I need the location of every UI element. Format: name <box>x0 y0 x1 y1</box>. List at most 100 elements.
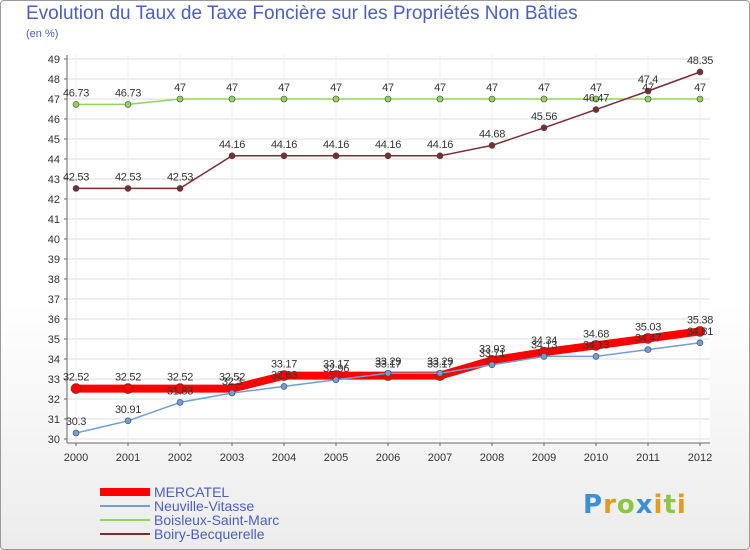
data-label-boiry: 45.56 <box>531 111 557 123</box>
legend-label: Neuville-Vitasse <box>154 498 255 514</box>
data-label-mercatel: 33.17 <box>323 359 349 371</box>
logo-letter: o <box>616 490 636 520</box>
data-label-neuville: 34.13 <box>531 339 557 351</box>
data-label-boisleux: 47 <box>174 82 186 94</box>
data-point-neuville <box>540 353 548 360</box>
data-label-boisleux: 47 <box>486 82 498 94</box>
data-label-neuville: 33.71 <box>479 348 505 360</box>
legend-swatch-neuville <box>100 505 150 507</box>
data-label-mercatel: 32.52 <box>167 372 193 384</box>
data-point-mercatel <box>694 326 706 337</box>
data-label-boisleux: 47 <box>226 82 238 94</box>
data-label-neuville: 30.3 <box>66 416 86 428</box>
data-label-boiry: 44.68 <box>479 128 505 140</box>
data-point-boisleux <box>488 95 496 103</box>
data-label-neuville: 32.96 <box>323 363 349 375</box>
data-label-mercatel: 35.03 <box>635 321 661 333</box>
data-label-neuville: 32.63 <box>271 369 297 381</box>
data-point-mercatel <box>642 333 654 344</box>
data-label-boiry: 44.16 <box>375 139 401 151</box>
data-label-boiry: 44.16 <box>219 139 245 151</box>
legend-label: MERCATEL <box>154 484 230 500</box>
data-label-boisleux: 46.73 <box>63 87 89 99</box>
data-point-neuville <box>124 417 132 425</box>
data-label-boiry: 42.53 <box>167 171 193 183</box>
y-tick-label: 34 <box>48 354 60 366</box>
chart-title: Evolution du Taux de Taxe Foncière sur l… <box>26 3 578 24</box>
data-point-boisleux <box>332 95 340 103</box>
data-point-mercatel <box>70 383 82 394</box>
logo-letter: P <box>583 490 604 520</box>
data-label-neuville: 34.47 <box>635 333 661 345</box>
data-label-mercatel: 34.34 <box>531 335 557 347</box>
y-tick-label: 46 <box>48 114 60 126</box>
data-point-boisleux <box>436 95 444 103</box>
data-label-neuville: 31.83 <box>167 385 193 397</box>
data-point-neuville <box>592 353 600 360</box>
data-label-neuville: 33.29 <box>427 356 453 368</box>
data-point-boiry <box>696 68 704 76</box>
x-tick-label: 2009 <box>532 452 556 464</box>
data-point-boiry <box>124 185 132 192</box>
data-point-boiry <box>280 152 288 160</box>
data-label-boisleux: 47 <box>590 82 602 94</box>
y-tick-label: 42 <box>48 194 60 206</box>
data-point-neuville <box>280 383 288 390</box>
data-label-boiry: 44.16 <box>427 139 453 151</box>
data-point-boisleux <box>644 95 652 103</box>
data-point-mercatel <box>174 383 186 394</box>
proxiti-logo: Proxiti <box>583 490 687 520</box>
data-label-neuville: 34.81 <box>687 326 713 338</box>
x-tick-label: 2004 <box>272 452 296 464</box>
data-label-mercatel: 33.93 <box>479 343 505 355</box>
data-label-mercatel: 33.17 <box>375 359 401 371</box>
y-tick-label: 31 <box>48 414 60 426</box>
chart-subtitle: (en %) <box>26 28 59 40</box>
legend-label: Boiry-Becquerelle <box>154 526 265 542</box>
logo-letter: i <box>676 490 687 520</box>
data-label-boiry: 44.16 <box>323 139 349 151</box>
data-point-mercatel <box>590 340 602 351</box>
x-tick-label: 2001 <box>116 452 140 464</box>
x-tick-label: 2012 <box>688 452 712 464</box>
data-label-boisleux: 47 <box>278 82 290 94</box>
data-label-mercatel: 32.52 <box>63 372 89 384</box>
data-point-mercatel <box>278 370 290 381</box>
legend-label: Boisleux-Saint-Marc <box>154 512 280 528</box>
data-label-boisleux: 47 <box>382 82 394 94</box>
data-point-boiry <box>436 152 444 160</box>
data-point-neuville <box>436 369 444 377</box>
x-tick-label: 2005 <box>324 452 348 464</box>
data-label-boisleux: 47 <box>642 82 654 94</box>
data-point-neuville <box>176 399 184 406</box>
data-point-boisleux <box>228 95 236 103</box>
data-label-boiry: 46.47 <box>583 93 609 105</box>
x-tick-label: 2003 <box>220 452 244 464</box>
x-tick-label: 2006 <box>376 452 400 464</box>
data-point-boisleux <box>72 101 80 108</box>
data-label-mercatel: 35.38 <box>687 314 713 326</box>
logo-letter: x <box>635 490 654 520</box>
data-point-boisleux <box>384 95 392 103</box>
y-tick-label: 39 <box>48 254 60 266</box>
data-label-boiry: 44.16 <box>271 139 297 151</box>
y-tick-label: 41 <box>48 214 60 226</box>
data-point-boiry <box>332 152 340 160</box>
logo-letter: i <box>653 490 664 520</box>
y-tick-label: 35 <box>48 334 60 346</box>
data-point-boiry <box>228 152 236 160</box>
legend-swatch-mercatel <box>100 488 150 496</box>
data-point-boiry <box>384 152 392 160</box>
data-point-boiry <box>592 106 600 113</box>
y-tick-label: 48 <box>48 74 60 86</box>
data-label-mercatel: 33.17 <box>271 359 297 371</box>
x-tick-label: 2011 <box>636 452 660 464</box>
data-label-boisleux: 47 <box>434 82 446 94</box>
y-tick-label: 36 <box>48 314 60 326</box>
x-tick-label: 2008 <box>480 452 504 464</box>
data-label-boiry: 47.4 <box>638 74 658 86</box>
x-tick-label: 2000 <box>64 452 88 464</box>
data-point-boisleux <box>540 95 548 103</box>
x-tick-label: 2010 <box>584 452 608 464</box>
